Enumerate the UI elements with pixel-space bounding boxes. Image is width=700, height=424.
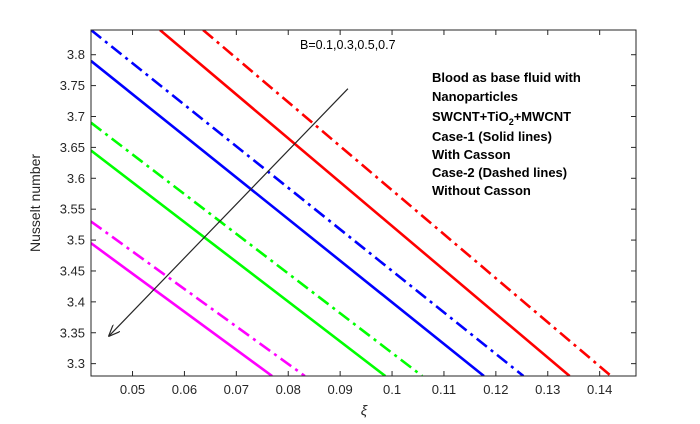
y-tick-label: 3.35 — [60, 325, 85, 340]
x-tick-label: 0.11 — [432, 382, 456, 397]
annotation-line-6: Case-2 (Dashed lines) — [432, 165, 567, 180]
annotation-line-5: With Casson — [432, 147, 511, 162]
x-tick-label: 0.07 — [224, 382, 249, 397]
annotation-line-1: Blood as base fluid with — [432, 70, 581, 85]
x-tick-label: 0.12 — [483, 382, 508, 397]
y-tick-label: 3.3 — [67, 356, 85, 371]
annotation-swcnt-tio: SWCNT+TiO — [432, 109, 509, 124]
series-line-8-dashdot — [91, 220, 306, 376]
annotation-line-2: Nanoparticles — [432, 89, 518, 104]
annotation-line-7: Without Casson — [432, 183, 531, 198]
y-axis-label: Nusselt number — [27, 154, 43, 252]
x-tick-label: 0.05 — [120, 382, 145, 397]
x-tick-label: 0.14 — [587, 382, 612, 397]
series-line-3-solid — [91, 59, 485, 376]
series-line-7-solid — [91, 242, 273, 376]
annotation-subscript-2: 2 — [509, 117, 514, 127]
annotation-mwcnt: +MWCNT — [514, 109, 571, 124]
y-tick-label: 3.55 — [60, 202, 85, 217]
y-tick-label: 3.5 — [67, 233, 85, 248]
y-tick-label: 3.6 — [67, 171, 85, 186]
x-tick-label: 0.13 — [535, 382, 560, 397]
arrow-label: B=0.1,0.3,0.5,0.7 — [300, 38, 396, 52]
y-tick-label: 3.75 — [60, 78, 85, 93]
x-tick-label: 0.06 — [172, 382, 197, 397]
x-tick-label: 0.1 — [383, 382, 401, 397]
x-tick-label: 0.09 — [327, 382, 352, 397]
x-axis-label: ξ — [361, 402, 368, 418]
y-tick-label: 3.45 — [60, 263, 85, 278]
x-tick-label: 0.08 — [276, 382, 301, 397]
y-tick-label: 3.65 — [60, 140, 85, 155]
y-tick-label: 3.7 — [67, 109, 85, 124]
annotation-line-3: SWCNT+TiO2+MWCNT — [432, 109, 571, 127]
y-tick-label: 3.8 — [67, 47, 85, 62]
plot-frame — [90, 29, 637, 377]
series-line-1-solid — [159, 30, 571, 376]
series-line-2-dashdot — [202, 30, 612, 376]
series-line-4-dashdot — [91, 30, 525, 376]
annotation-line-4: Case-1 (Solid lines) — [432, 129, 552, 144]
series-line-6-dashdot — [91, 121, 423, 376]
series-line-5-solid — [91, 149, 387, 376]
y-tick-label: 3.4 — [67, 294, 85, 309]
trend-arrow — [109, 88, 349, 336]
